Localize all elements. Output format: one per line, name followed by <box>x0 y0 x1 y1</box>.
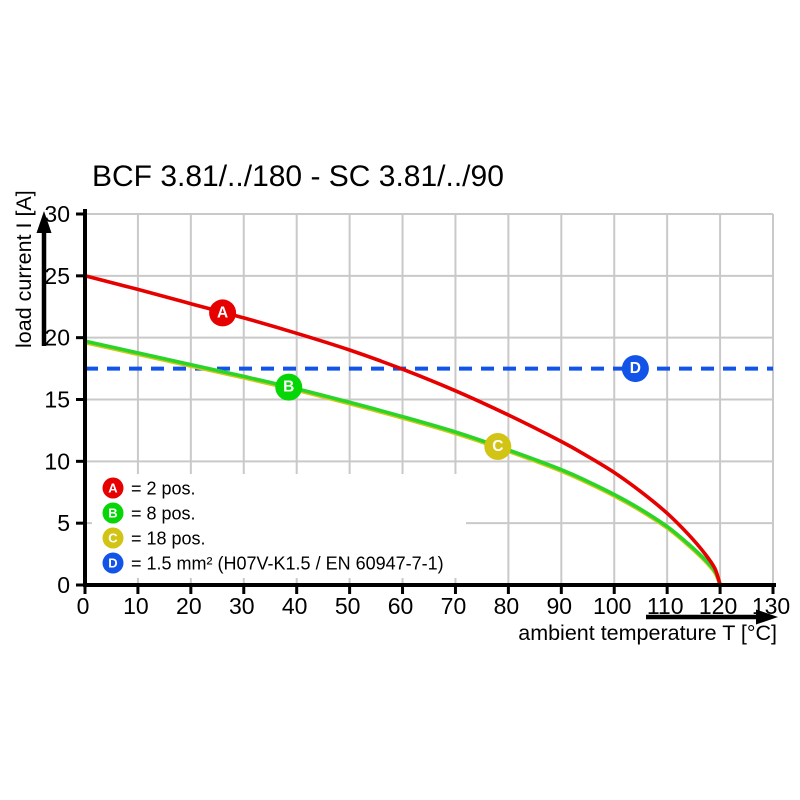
x-tick-label: 40 <box>282 593 308 619</box>
legend-marker-A <box>102 477 124 499</box>
legend-background <box>92 474 466 578</box>
legend-marker-letter: C <box>108 531 118 546</box>
y-axis-arrow-icon <box>36 211 52 346</box>
legend: A = 2 pos. B = 8 pos. C = 18 pos. D = 1.5 mm² (… <box>92 474 466 578</box>
legend-marker-D <box>102 552 124 574</box>
legend-marker-letter: B <box>108 506 117 521</box>
x-tick-label: 110 <box>647 593 684 619</box>
tick-labels-layer: 0 5 10 15 20 25 30 0 10 20 30 40 50 60 70 80 90 100 110 120… <box>44 201 790 619</box>
x-axis-label: ambient temperature T [°C] <box>518 621 777 645</box>
x-tick-label: 20 <box>176 593 202 619</box>
x-tick-label: 50 <box>335 593 361 619</box>
legend-label: = 1.5 mm² (H07V-K1.5 / EN 60947-7-1) <box>131 554 444 574</box>
legend-item-B: B = 8 pos. <box>102 502 196 524</box>
x-tick-label: 80 <box>494 593 520 619</box>
y-tick-label: 10 <box>44 448 70 474</box>
legend-marker-letter: D <box>108 556 117 571</box>
curve-marker-circle <box>209 299 237 327</box>
axes-layer <box>76 209 776 594</box>
chart-title: BCF 3.81/../180 - SC 3.81/../90 <box>92 160 504 193</box>
curve-marker-letter: C <box>492 438 503 455</box>
x-tick-label: 0 <box>77 593 90 619</box>
x-axis-arrow-icon <box>646 609 778 625</box>
curve-B <box>84 339 722 585</box>
y-tick-label: 25 <box>44 263 70 289</box>
curve-marker-letter: B <box>283 379 294 396</box>
curve-marker-circle <box>275 373 303 401</box>
curve-marker-circle <box>484 432 512 460</box>
curves-layer <box>84 274 722 586</box>
legend-item-D: D = 1.5 mm² (H07V-K1.5 / EN 60947-7-1) <box>102 552 444 574</box>
curve-A <box>84 274 722 586</box>
curve-marker-C: C <box>484 432 512 460</box>
curve-marker-letter: A <box>217 304 228 321</box>
y-tick-label: 15 <box>44 387 70 413</box>
x-tick-label: 120 <box>699 593 737 619</box>
x-tick-label: 90 <box>547 593 573 619</box>
curve-marker-letter: D <box>630 360 641 377</box>
x-tick-label: 100 <box>593 593 631 619</box>
legend-label: = 18 pos. <box>131 529 206 549</box>
legend-item-A: A = 2 pos. <box>102 477 196 499</box>
curve-marker-D: D <box>621 355 649 383</box>
legend-item-C: C = 18 pos. <box>102 527 206 549</box>
legend-label: = 8 pos. <box>131 504 196 524</box>
y-tick-label: 0 <box>57 572 70 598</box>
x-tick-label: 70 <box>441 593 467 619</box>
y-tick-label: 5 <box>57 510 70 536</box>
legend-marker-C <box>102 527 124 549</box>
y-tick-label: 20 <box>44 325 70 351</box>
y-tick-label: 30 <box>44 201 70 227</box>
legend-marker-letter: A <box>108 481 118 496</box>
curve-markers-layer: A B C D <box>209 299 649 460</box>
y-axis-label: load current I [A] <box>12 190 36 348</box>
x-tick-label: 30 <box>229 593 255 619</box>
x-tick-label: 10 <box>123 593 149 619</box>
legend-label: = 2 pos. <box>131 479 196 499</box>
curve-marker-A: A <box>209 299 237 327</box>
curve-marker-B: B <box>275 373 303 401</box>
legend-marker-B <box>102 502 124 524</box>
x-tick-label: 60 <box>388 593 414 619</box>
curve-marker-circle <box>621 355 649 383</box>
